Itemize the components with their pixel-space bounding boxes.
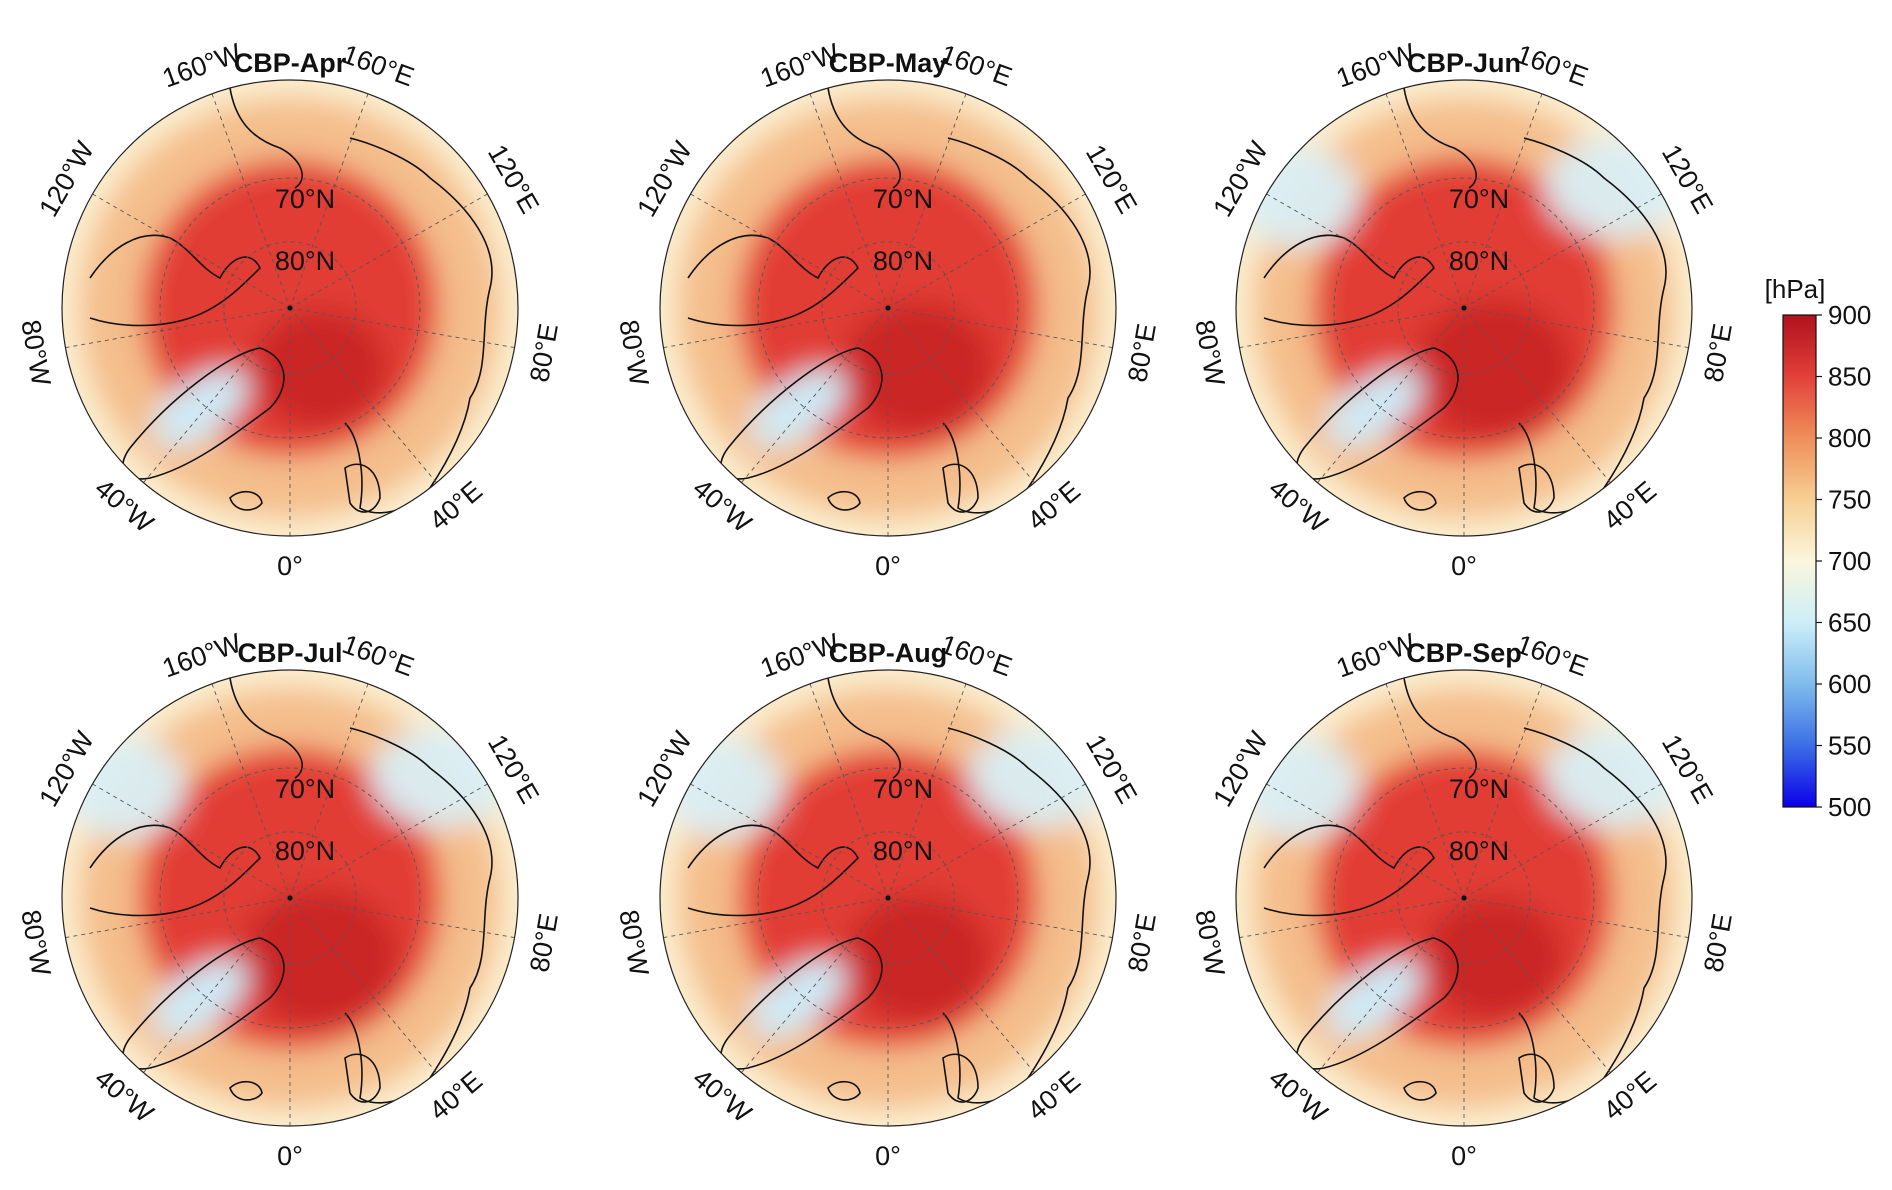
colorbar-gradient	[1782, 314, 1817, 808]
lon-label: 0°	[875, 1141, 901, 1171]
pressure-field	[1236, 670, 1692, 1126]
lon-label: 0°	[1451, 1141, 1477, 1171]
colorbar-tick-label: 500	[1828, 792, 1871, 822]
coastlines	[687, 87, 1091, 514]
lon-label: 160°E	[1512, 39, 1592, 92]
lon-label: 80°E	[1122, 321, 1162, 384]
pressure-field	[660, 670, 1116, 1126]
lon-label: 0°	[875, 551, 901, 581]
lon-label: 160°W	[158, 627, 245, 683]
lon-label: 160°E	[1512, 629, 1592, 682]
pressure-field	[1236, 80, 1692, 536]
lon-label: 80°E	[1698, 911, 1738, 974]
lon-label: 80°W	[613, 318, 654, 389]
pressure-field	[62, 80, 518, 536]
map-panel: CBP-Apr0°40°E80°E120°E160°E160°W120°W80°…	[15, 37, 564, 581]
lat-label: 70°N	[275, 774, 335, 804]
lon-label: 0°	[277, 1141, 303, 1171]
lon-label: 160°W	[756, 37, 843, 93]
lon-label: 0°	[1451, 551, 1477, 581]
map-frame	[1235, 669, 1693, 1127]
panel-title: CBP-Jun	[1407, 48, 1521, 78]
colorbar: [hPa] 900 850 800 750 700 650 600 550 500	[1765, 274, 1872, 822]
panel-title: CBP-Apr	[234, 48, 347, 78]
pressure-field	[62, 670, 518, 1126]
lat-label: 80°N	[873, 836, 933, 866]
map-frame	[1235, 79, 1693, 537]
lon-label: 80°W	[1189, 318, 1230, 389]
lat-label: 70°N	[873, 184, 933, 214]
coastlines	[89, 87, 493, 514]
lon-label: 160°E	[936, 629, 1016, 682]
panel-title: CBP-Sep	[1406, 638, 1522, 668]
colorbar-tick-label: 700	[1828, 546, 1871, 576]
coastlines	[89, 677, 493, 1104]
colorbar-tick-label: 650	[1828, 608, 1871, 638]
lon-label: 80°W	[15, 908, 56, 979]
lon-label: 80°W	[613, 908, 654, 979]
lon-label: 80°E	[1698, 321, 1738, 384]
lon-label: 160°W	[756, 627, 843, 683]
panel-title: CBP-May	[829, 48, 948, 78]
map-frame	[659, 79, 1117, 537]
lat-label: 70°N	[1449, 184, 1509, 214]
map-frame	[61, 79, 519, 537]
panel-title: CBP-Aug	[829, 638, 947, 668]
lat-label: 70°N	[873, 774, 933, 804]
lat-label: 80°N	[275, 836, 335, 866]
lon-label: 80°E	[524, 321, 564, 384]
map-panel: CBP-Aug0°40°E80°E120°E160°E160°W120°W80°…	[613, 627, 1162, 1171]
lat-label: 80°N	[873, 246, 933, 276]
lat-label: 70°N	[1449, 774, 1509, 804]
coastlines	[1263, 677, 1667, 1104]
panel-title: CBP-Jul	[237, 638, 342, 668]
lon-label: 80°W	[15, 318, 56, 389]
lon-label: 160°W	[1332, 627, 1419, 683]
map-panel: CBP-Sep0°40°E80°E120°E160°E160°W120°W80°…	[1189, 627, 1738, 1171]
lat-label: 70°N	[275, 184, 335, 214]
colorbar-tick-label: 550	[1828, 731, 1871, 761]
lat-label: 80°N	[275, 246, 335, 276]
pressure-field	[660, 80, 1116, 536]
lon-label: 160°E	[338, 629, 418, 682]
lon-label: 160°E	[936, 39, 1016, 92]
map-panels: CBP-Apr0°40°E80°E120°E160°E160°W120°W80°…	[15, 37, 1738, 1171]
colorbar-tick-label: 900	[1828, 300, 1871, 330]
coastlines	[1263, 87, 1667, 514]
colorbar-tick-label: 850	[1828, 362, 1871, 392]
lon-label: 80°E	[1122, 911, 1162, 974]
lon-label: 80°E	[524, 911, 564, 974]
coastlines	[687, 677, 1091, 1104]
map-panel: CBP-Jun0°40°E80°E120°E160°E160°W120°W80°…	[1189, 37, 1738, 581]
lon-label: 160°E	[338, 39, 418, 92]
lon-label: 160°W	[1332, 37, 1419, 93]
lon-label: 0°	[277, 551, 303, 581]
lat-label: 80°N	[1449, 836, 1509, 866]
colorbar-tick-label: 800	[1828, 423, 1871, 453]
colorbar-tick-label: 600	[1828, 669, 1871, 699]
colorbar-tick-label: 750	[1828, 485, 1871, 515]
lat-label: 80°N	[1449, 246, 1509, 276]
map-frame	[659, 669, 1117, 1127]
lon-label: 160°W	[158, 37, 245, 93]
map-panel: CBP-Jul0°40°E80°E120°E160°E160°W120°W80°…	[15, 627, 564, 1171]
lon-label: 80°W	[1189, 908, 1230, 979]
map-panel: CBP-May0°40°E80°E120°E160°E160°W120°W80°…	[613, 37, 1162, 581]
colorbar-unit-label: [hPa]	[1765, 274, 1826, 304]
map-frame	[61, 669, 519, 1127]
